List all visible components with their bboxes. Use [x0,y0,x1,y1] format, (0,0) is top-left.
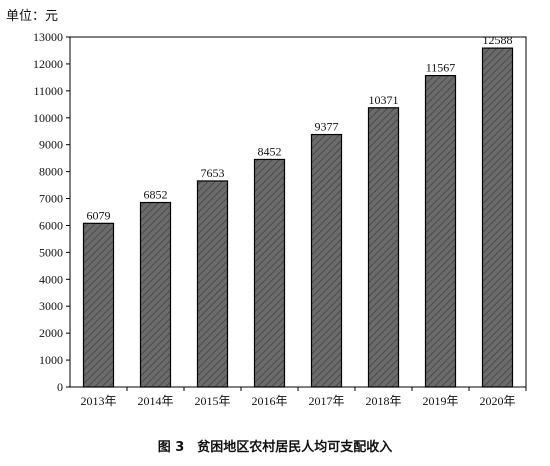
y-tick-label: 0 [57,380,63,394]
y-tick-label: 7000 [39,192,63,206]
y-tick-label: 12000 [33,57,63,71]
bar [139,201,172,388]
x-tick-label: 2013年 [80,394,116,408]
data-label: 6852 [144,188,168,202]
x-tick-label: 2016年 [251,394,287,408]
unit-label: 单位：元 [6,9,58,24]
y-tick-label: 3000 [39,299,63,313]
x-tick-label: 2019年 [422,394,458,408]
data-label: 8452 [258,144,282,158]
y-tick-label: 9000 [39,138,63,152]
y-tick-label: 1000 [39,353,63,367]
y-tick-label: 8000 [39,165,63,179]
data-label: 10371 [369,93,399,107]
bar [82,222,115,388]
y-tick-label: 6000 [39,218,63,232]
x-tick-label: 2015年 [194,394,230,408]
bar [424,74,457,388]
bar [196,180,229,388]
plot-area: 0 1000 2000 3000 4000 5000 6000 7000 8000 9000 100… [33,30,527,408]
x-tick-label: 2020年 [479,394,515,408]
data-label: 12588 [483,33,513,47]
y-tick-label: 11000 [33,84,63,98]
x-tick-label: 2014年 [137,394,173,408]
bar [310,133,343,388]
bar [367,107,400,388]
y-tick-label: 10000 [33,111,63,125]
data-label: 6079 [87,208,111,222]
y-tick-label: 2000 [39,326,63,340]
chart-caption: 图 3 贫困地区农村居民人均可支配收入 [157,440,393,455]
y-tick-label: 5000 [39,245,63,259]
y-tick-label: 4000 [39,272,63,286]
bar [481,47,514,388]
x-tick-label: 2017年 [308,394,344,408]
data-label: 11567 [426,61,456,75]
data-label: 7653 [201,166,225,180]
y-tick-label: 13000 [33,30,63,44]
plot-frame [69,36,527,388]
data-label: 9377 [315,120,339,134]
bar [253,158,286,388]
x-tick-label: 2018年 [365,394,401,408]
